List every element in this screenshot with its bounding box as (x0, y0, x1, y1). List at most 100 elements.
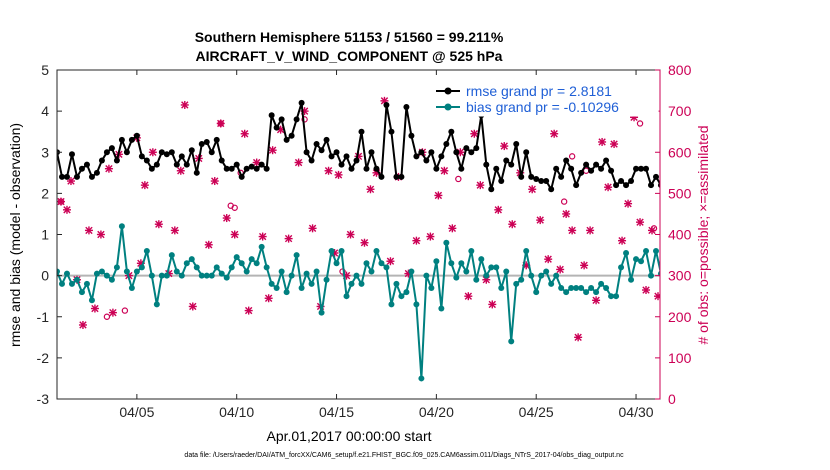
bias-point (578, 284, 585, 291)
rmse-point (573, 182, 580, 189)
rmse-point (543, 178, 550, 185)
bias-point (288, 272, 295, 279)
rmse-point (758, 149, 764, 155)
bias-point (283, 289, 290, 296)
obs-assimilated-point (440, 166, 449, 175)
bias-point (68, 280, 75, 287)
bias-point (323, 276, 330, 283)
rmse-point (258, 161, 265, 168)
bias-point (108, 276, 115, 283)
bias-point (603, 284, 610, 291)
bias-point (213, 264, 220, 271)
x-tick-label: 04/05 (119, 404, 154, 420)
bias-point (243, 268, 250, 275)
bias-point (803, 289, 809, 295)
rmse-point (168, 149, 175, 156)
obs-assimilated-point (386, 257, 395, 266)
rmse-point (228, 165, 235, 172)
bias-point (653, 247, 660, 254)
rmse-point (528, 173, 535, 180)
rmse-point (563, 157, 570, 164)
bias-point (123, 268, 130, 275)
bias-point (343, 293, 350, 300)
rmse-point (648, 182, 655, 189)
obs-assimilated-point (412, 236, 421, 245)
bias-point (628, 276, 635, 283)
bias-point (103, 272, 110, 279)
rmse-point (163, 151, 170, 158)
bias-point (583, 289, 590, 296)
obs-possible-point (560, 198, 568, 205)
bias-point (818, 273, 824, 279)
bias-point (98, 268, 105, 275)
bias-point (738, 289, 744, 295)
bias-point (613, 293, 620, 300)
rmse-point (348, 165, 355, 172)
rmse-point (358, 128, 365, 135)
obs-assimilated-point (648, 226, 657, 235)
legend: rmse grand pr = 2.8181 bias grand pr = -… (429, 79, 659, 117)
y-axis-left-label: rmse and bias (model - observation) (7, 123, 23, 347)
bias-point (398, 293, 405, 300)
rmse-point (633, 165, 640, 172)
rmse-point (608, 167, 615, 174)
bias-point (483, 272, 490, 279)
y-right-tick-label: 600 (668, 144, 692, 160)
obs-assimilated-point (488, 300, 497, 309)
rmse-point (223, 165, 230, 172)
x-tick-label: 04/10 (219, 404, 254, 420)
obs-assimilated-point (78, 320, 87, 329)
bias-point (773, 277, 779, 283)
rmse-point (268, 112, 275, 119)
bias-point (178, 272, 185, 279)
rmse-point (668, 170, 674, 176)
obs-assimilated-point (294, 158, 303, 167)
obs-assimilated-point (598, 137, 607, 146)
plot-frame (56, 69, 661, 400)
obs-assimilated-point (556, 265, 565, 274)
bias-point (308, 280, 315, 287)
rmse-point (568, 165, 575, 172)
rmse-point (233, 161, 240, 168)
bias-point (568, 284, 575, 291)
bias-point (133, 268, 140, 275)
bias-point (388, 301, 395, 308)
obs-assimilated-point (334, 170, 343, 179)
obs-assimilated-point (536, 216, 545, 225)
bias-point (393, 280, 400, 287)
bias-point (363, 260, 370, 267)
bias-point (88, 297, 95, 304)
obs-assimilated-point (624, 199, 633, 208)
obs-possible-point (455, 175, 462, 183)
bias-point (258, 243, 265, 250)
rmse-point (273, 124, 280, 131)
bias-point (238, 260, 245, 267)
bias-point (813, 260, 819, 266)
obs-assimilated-point (216, 119, 225, 128)
rmse-point (313, 141, 320, 148)
bias-point (138, 264, 145, 271)
rmse-point (673, 174, 679, 180)
rmse-point (143, 157, 150, 164)
bias-point (588, 284, 595, 291)
bias-point (733, 293, 739, 299)
y-right-tick-label: 300 (668, 268, 692, 284)
rmse-point (88, 173, 95, 180)
obs-assimilated-point (176, 166, 185, 175)
rmse-point (148, 165, 155, 172)
obs-assimilated-point (90, 304, 99, 313)
bias-point (403, 289, 410, 296)
obs-possible-point (121, 307, 129, 314)
y-right-tick-label: 800 (668, 62, 692, 78)
rmse-point (333, 149, 340, 156)
y-left-tick-label: -1 (37, 309, 50, 325)
obs-assimilated-point (268, 146, 277, 155)
rmse-point (58, 173, 65, 180)
rmse-point (318, 147, 325, 154)
rmse-point (338, 161, 345, 168)
bias-point (533, 289, 540, 296)
rmse-point (158, 149, 165, 156)
bias-point (328, 247, 335, 254)
rmse-point (473, 145, 480, 152)
rmse-point (413, 153, 420, 160)
